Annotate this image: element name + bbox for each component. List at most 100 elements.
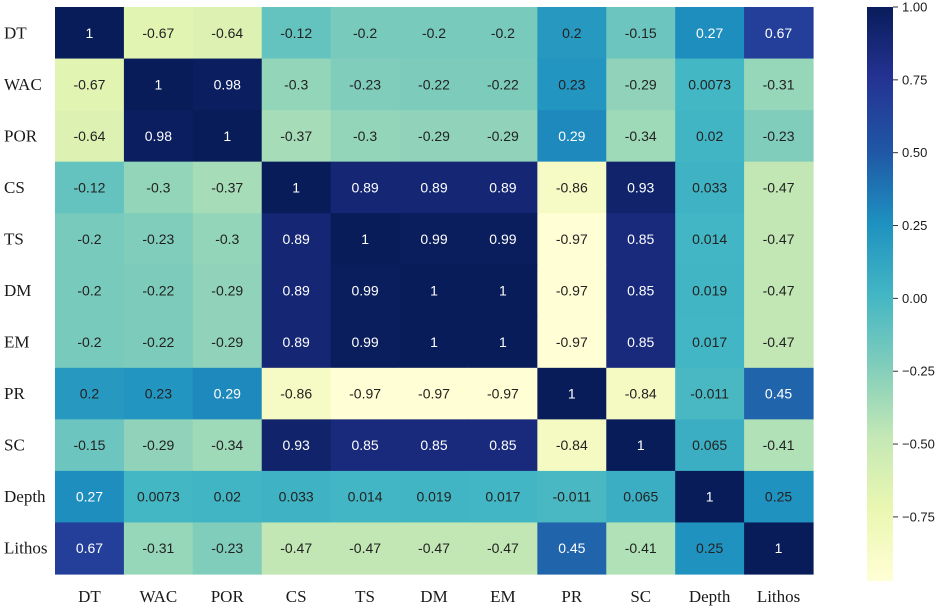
- cell-value-label: -0.97: [556, 283, 588, 299]
- cell-value-label: 1: [292, 179, 300, 195]
- cell-value-label: 0.85: [627, 283, 654, 299]
- colorbar: 1.00 0.75 0.50 0.25 0.00 −0.25 −0.50 −0.75: [867, 0, 935, 581]
- cell-value-label: -0.47: [763, 334, 795, 350]
- cell-value-label: 0.017: [692, 334, 727, 350]
- cell-value-label: -0.011: [690, 386, 729, 402]
- cell-value-label: -0.47: [487, 540, 519, 556]
- heatmap-cell-lithos-em: [468, 522, 538, 575]
- heatmap-cell-wac-cs: [261, 58, 332, 111]
- cell-value-label: 0.25: [696, 540, 723, 556]
- cell-value-label: -0.31: [142, 540, 174, 556]
- cell-value-label: 1: [86, 25, 94, 41]
- cell-value-label: -0.2: [77, 334, 101, 350]
- row-label-pr: PR: [4, 384, 25, 403]
- cell-value-label: 0.017: [485, 489, 520, 505]
- cell-value-label: -0.12: [73, 179, 105, 195]
- heatmap-cell-sc-cs: [261, 419, 332, 472]
- heatmap-cell-pr-em: [468, 367, 538, 420]
- cell-value-label: -0.86: [280, 386, 312, 402]
- column-label-pr: PR: [561, 587, 582, 606]
- colorbar-tick-label: −0.25: [902, 364, 935, 379]
- column-label-dm: DM: [420, 587, 447, 606]
- heatmap-cell-wac-depth: [675, 58, 745, 111]
- heatmap-cell-lithos-ts: [330, 522, 401, 575]
- column-label-cs: CS: [286, 587, 307, 606]
- cell-value-label: 1: [775, 540, 783, 556]
- heatmap-cell-sc-por: [192, 419, 263, 472]
- cell-value-label: -0.64: [73, 128, 105, 144]
- heatmap-cell-por-lithos: [744, 110, 814, 163]
- cell-value-label: 0.033: [692, 179, 727, 195]
- heatmap-cell-cs-pr: [537, 161, 607, 214]
- heatmap-cell-depth-por: [192, 470, 263, 524]
- cell-value-label: 0.45: [765, 386, 792, 402]
- cell-value-label: -0.47: [763, 231, 795, 247]
- cell-value-label: 0.98: [145, 128, 172, 144]
- cell-value-label: 0.0073: [688, 76, 731, 92]
- heatmap-cell-cs-wac: [123, 161, 194, 214]
- cell-value-label: -0.64: [211, 25, 243, 41]
- heatmap-cell-wac-ts: [330, 58, 401, 111]
- cell-value-label: 0.89: [283, 283, 310, 299]
- cell-value-label: 0.27: [76, 489, 103, 505]
- heatmap-cell-por-por: [192, 110, 263, 163]
- cell-value-label: 0.89: [283, 334, 310, 350]
- cell-value-label: 0.89: [283, 231, 310, 247]
- cell-value-label: -0.34: [211, 437, 243, 453]
- cell-value-label: 0.85: [420, 437, 447, 453]
- heatmap-cell-dm-wac: [123, 264, 194, 317]
- heatmap-cell-depth-wac: [123, 470, 194, 524]
- cell-value-label: 0.019: [416, 489, 451, 505]
- colorbar-tick-label: 0.75: [902, 72, 927, 87]
- colorbar-tick-label: 1.00: [902, 0, 927, 15]
- cell-value-label: -0.3: [284, 76, 308, 92]
- column-label-por: POR: [211, 587, 245, 606]
- cell-value-label: 0.89: [420, 179, 447, 195]
- cell-value-label: -0.3: [146, 179, 170, 195]
- heatmap-cell-por-dt: [55, 110, 125, 163]
- heatmap-cell-depth-em: [468, 470, 538, 524]
- cell-value-label: -0.31: [763, 76, 795, 92]
- heatmap-cell-wac-em: [468, 58, 538, 111]
- heatmap-cell-sc-pr: [537, 419, 607, 472]
- column-label-lithos: Lithos: [757, 587, 800, 606]
- heatmap-cell-por-depth: [675, 110, 745, 163]
- heatmap-cell-cs-dm: [399, 161, 470, 214]
- cell-value-label: -0.67: [142, 25, 174, 41]
- heatmap-cell-ts-cs: [261, 213, 332, 266]
- heatmap-cell-pr-ts: [330, 367, 401, 420]
- heatmap-cell-sc-ts: [330, 419, 401, 472]
- cell-value-label: -0.15: [73, 437, 105, 453]
- heatmap-cell-lithos-dm: [399, 522, 470, 575]
- column-label-em: EM: [490, 587, 516, 606]
- column-label-dt: DT: [78, 587, 101, 606]
- heatmap-cell-lithos-dt: [55, 522, 125, 575]
- heatmap-cell-cs-em: [468, 161, 538, 214]
- heatmap-cell-em-pr: [537, 316, 607, 369]
- heatmap-cell-em-wac: [123, 316, 194, 369]
- heatmap-cell-em-em: [468, 316, 538, 369]
- cell-value-label: 0.99: [489, 231, 516, 247]
- heatmap-cell-cs-por: [192, 161, 263, 214]
- row-label-lithos: Lithos: [4, 539, 47, 558]
- cell-value-label: -0.86: [556, 179, 588, 195]
- cell-value-label: -0.29: [625, 76, 657, 92]
- cell-value-label: -0.2: [491, 25, 515, 41]
- heatmap-cell-depth-pr: [537, 470, 607, 524]
- heatmap-cell-cs-dt: [55, 161, 125, 214]
- heatmap-cell-wac-dm: [399, 58, 470, 111]
- heatmap-cell-ts-lithos: [744, 213, 814, 266]
- column-label-ts: TS: [355, 587, 375, 606]
- heatmap-cell-lithos-wac: [123, 522, 194, 575]
- cell-value-label: -0.23: [763, 128, 795, 144]
- cell-value-label: -0.41: [625, 540, 657, 556]
- cell-value-label: -0.97: [556, 334, 588, 350]
- heatmap-cell-cs-sc: [606, 161, 676, 214]
- cell-value-label: -0.47: [763, 283, 795, 299]
- cell-value-label: 0.23: [558, 76, 585, 92]
- heatmap-cell-dt-lithos: [744, 7, 814, 60]
- heatmap-cell-por-ts: [330, 110, 401, 163]
- cell-value-label: 0.45: [558, 540, 585, 556]
- heatmap-cell-por-cs: [261, 110, 332, 163]
- cell-value-label: 0.23: [145, 386, 172, 402]
